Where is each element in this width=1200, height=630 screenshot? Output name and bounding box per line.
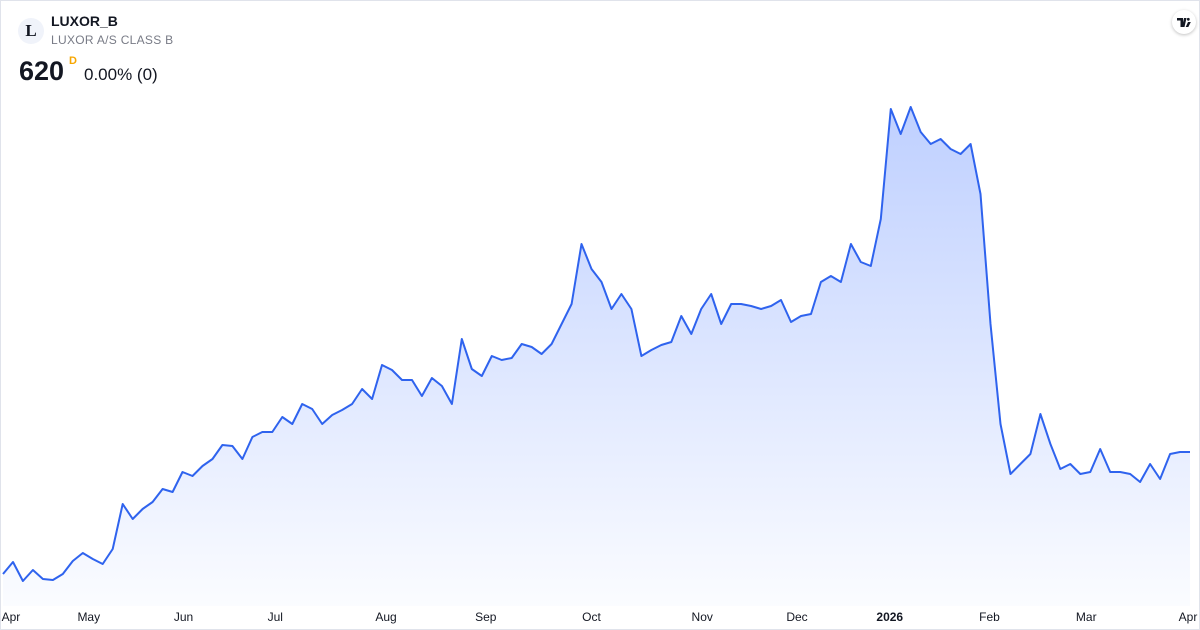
x-tick-label: Mar [1076, 610, 1097, 624]
x-tick-label: Jul [268, 610, 283, 624]
logo[interactable]: L [18, 18, 44, 44]
area-fill [3, 107, 1190, 606]
tradingview-icon [1177, 17, 1191, 27]
x-tick-label: Oct [582, 610, 601, 624]
price-line [2, 106, 1190, 582]
x-tick-label: Apr [1179, 610, 1198, 624]
x-tick-label: May [77, 610, 100, 624]
x-tick-label: Apr [2, 610, 21, 624]
symbol[interactable]: LUXOR_B [51, 13, 118, 29]
x-tick-label: Nov [692, 610, 713, 624]
x-tick-label: Dec [786, 610, 807, 624]
x-tick-label: Aug [375, 610, 396, 624]
change: 0.00% (0) [84, 65, 158, 84]
x-tick-label: Feb [979, 610, 1000, 624]
x-tick-label: 2026 [876, 610, 903, 624]
price: 620 [19, 56, 65, 86]
symbol-name: LUXOR A/S CLASS B [51, 33, 174, 47]
tradingview-logo[interactable] [1172, 10, 1196, 34]
interval: D [69, 55, 77, 67]
x-tick-label: Jun [174, 610, 193, 624]
x-tick-label: Sep [475, 610, 497, 624]
